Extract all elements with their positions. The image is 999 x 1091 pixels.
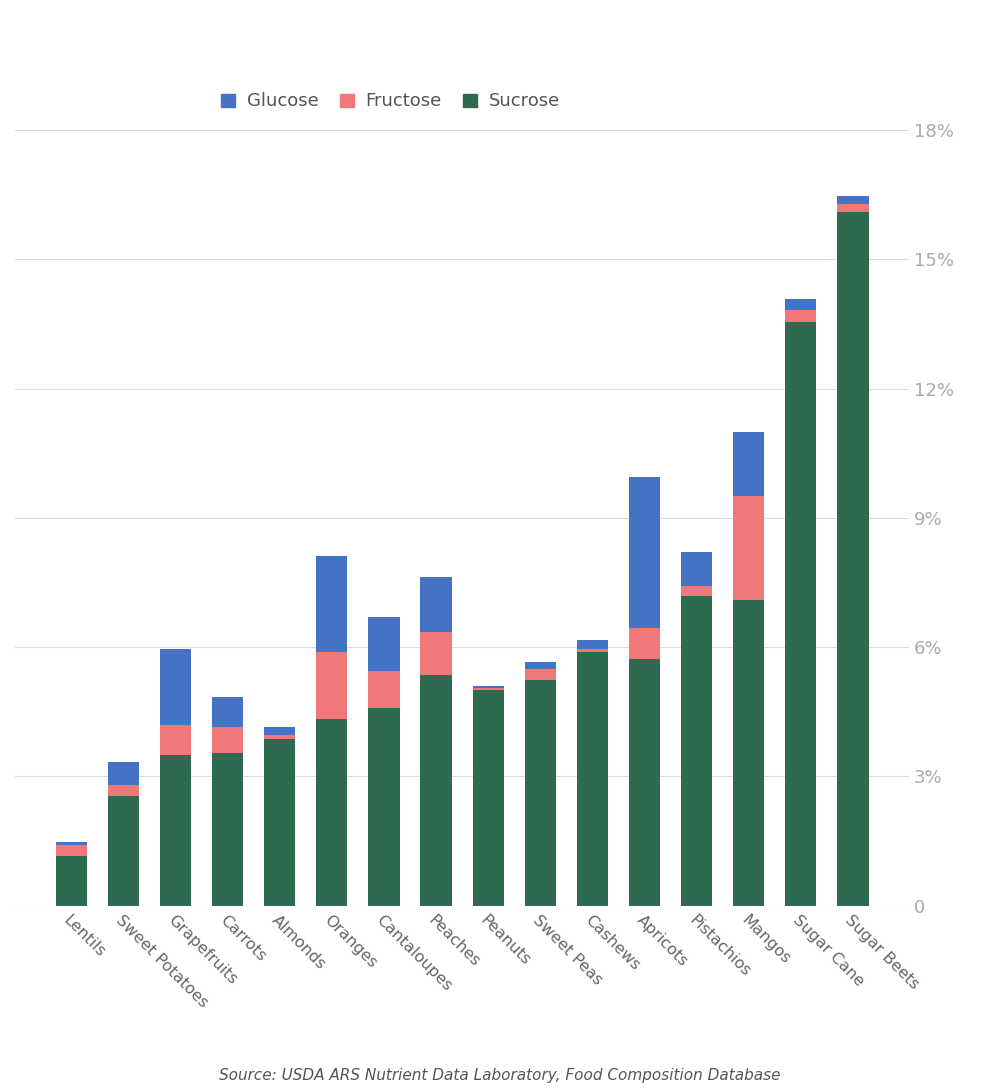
Bar [628, 659, 660, 906]
Bar [316, 556, 348, 652]
Bar [733, 432, 764, 495]
Bar [212, 753, 243, 906]
Bar [524, 669, 555, 680]
Bar [681, 596, 712, 906]
Bar [473, 686, 503, 687]
Bar [369, 708, 400, 906]
Bar [681, 552, 712, 586]
Bar [733, 600, 764, 906]
Bar [421, 577, 452, 632]
Bar [576, 649, 608, 651]
Bar [733, 495, 764, 600]
Bar [108, 763, 139, 786]
Bar [56, 846, 87, 856]
Bar [628, 478, 660, 628]
Bar [264, 739, 296, 906]
Bar [785, 299, 816, 310]
Bar [369, 671, 400, 708]
Bar [160, 724, 191, 755]
Bar [785, 310, 816, 322]
Bar [160, 648, 191, 724]
Bar [524, 680, 555, 906]
Bar [681, 586, 712, 596]
Bar [264, 727, 296, 734]
Bar [473, 687, 503, 691]
Bar [421, 632, 452, 675]
Bar [524, 662, 555, 669]
Bar [160, 755, 191, 906]
Bar [108, 796, 139, 906]
Bar [212, 697, 243, 727]
Bar [837, 204, 868, 212]
Bar [212, 727, 243, 753]
Bar [837, 212, 868, 906]
Bar [785, 322, 816, 906]
Bar [837, 195, 868, 204]
Legend: Glucose, Fructose, Sucrose: Glucose, Fructose, Sucrose [214, 85, 567, 118]
Bar [108, 786, 139, 796]
Bar [576, 651, 608, 906]
Bar [56, 856, 87, 906]
Bar [56, 842, 87, 846]
Bar [576, 640, 608, 649]
Bar [316, 719, 348, 906]
Bar [316, 652, 348, 719]
Bar [369, 616, 400, 671]
Text: Source: USDA ARS Nutrient Data Laboratory, Food Composition Database: Source: USDA ARS Nutrient Data Laborator… [219, 1068, 780, 1083]
Bar [473, 691, 503, 906]
Bar [628, 628, 660, 659]
Bar [264, 734, 296, 739]
Bar [421, 675, 452, 906]
